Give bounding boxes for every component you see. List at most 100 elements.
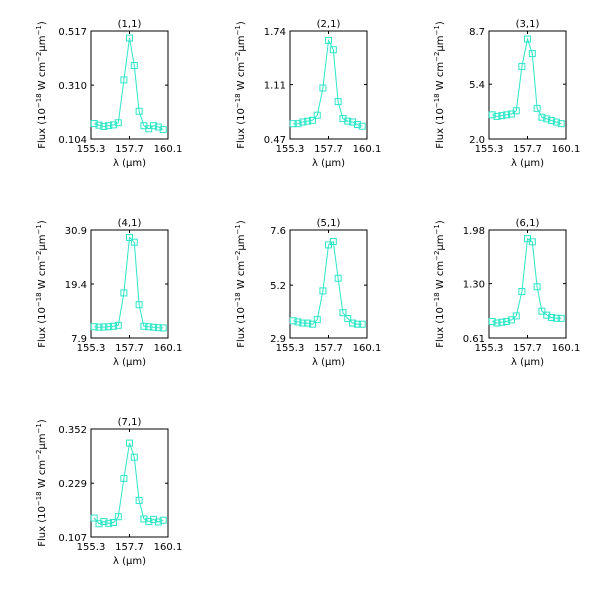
x-axis-label: λ (μm)	[113, 357, 146, 368]
data-point	[95, 121, 103, 129]
y-axis-label: Flux (10−18 W cm−2μm−1)	[234, 21, 247, 149]
data-point	[533, 283, 541, 291]
x-tick-label: 157.7	[314, 144, 343, 155]
y-axis-label-part: )	[37, 21, 48, 25]
data-point	[528, 238, 536, 246]
x-tick-label: 155.3	[77, 542, 106, 553]
data-point	[294, 120, 302, 128]
y-tick-label: 1.98	[463, 226, 485, 237]
data-point	[358, 320, 366, 328]
x-tick-label: 160.1	[154, 542, 183, 553]
data-point	[100, 323, 108, 331]
y-axis-label: Flux (10−18 W cm−2μm−1)	[234, 220, 247, 348]
y-axis-label-part: Flux (10	[435, 108, 446, 149]
panel-title: (4,1)	[118, 218, 142, 229]
x-axis-label: λ (μm)	[312, 357, 345, 368]
data-point	[538, 307, 546, 315]
data-point	[100, 122, 108, 130]
y-axis-label-part: −1	[35, 25, 43, 35]
data-point	[109, 121, 117, 129]
y-axis-label-part: −18	[433, 93, 441, 108]
data-point	[344, 117, 352, 125]
panel-5: (5,1) 155.3 157.7 160.1 2.9 5.2 7.6 λ (μm) Flux …	[234, 218, 381, 368]
y-axis-label-part: −1	[433, 224, 441, 234]
data-point	[105, 323, 113, 331]
panel-title: (5,1)	[317, 218, 341, 229]
x-tick-label: 160.1	[552, 343, 581, 354]
panel-title: (1,1)	[118, 19, 142, 30]
x-tick-label: 160.1	[154, 343, 183, 354]
y-tick-label: 7.6	[270, 226, 286, 237]
data-point	[145, 518, 153, 526]
data-point	[334, 274, 342, 282]
y-axis-label: Flux (10−18 W cm−2μm−1)	[35, 419, 48, 547]
data-point	[512, 107, 520, 115]
y-axis-label-part: Flux (10	[37, 307, 48, 348]
data-point	[353, 121, 361, 129]
x-tick-label: 157.7	[115, 343, 144, 354]
y-axis-label-part: Flux (10	[236, 108, 247, 149]
data-point	[120, 474, 128, 482]
y-axis-label-part: W cm	[236, 62, 247, 93]
data-point	[289, 120, 297, 128]
data-point	[95, 323, 103, 331]
x-tick-label: 160.1	[353, 144, 382, 155]
y-axis-label: Flux (10−18 W cm−2μm−1)	[433, 21, 446, 149]
data-point	[159, 324, 167, 332]
y-axis-label-part: μm	[236, 35, 247, 51]
data-point	[353, 320, 361, 328]
data-point	[503, 317, 511, 325]
y-axis-label-part: −2	[433, 251, 441, 261]
data-point	[507, 316, 515, 324]
series-line	[93, 442, 164, 525]
data-point	[109, 322, 117, 330]
x-axis-label: λ (μm)	[511, 357, 544, 368]
data-point	[308, 116, 316, 124]
y-tick-label: 0.47	[264, 135, 286, 146]
y-tick-label: 1.74	[264, 27, 286, 38]
data-point	[289, 317, 297, 325]
y-tick-label: 0.517	[58, 27, 87, 38]
panel-title: (6,1)	[516, 218, 540, 229]
data-point	[498, 112, 506, 120]
y-tick-label: 1.11	[264, 81, 286, 92]
data-point	[548, 116, 556, 124]
x-tick-label: 155.3	[77, 144, 106, 155]
panel-2: (2,1) 155.3 157.7 160.1 0.47 1.11 1.74 λ (μm) Fl…	[234, 19, 381, 169]
data-point	[528, 50, 536, 58]
data-point	[120, 289, 128, 297]
panel-3: (3,1) 155.3 157.7 160.1 2.0 5.4 8.7 λ (μm) Flux …	[433, 19, 580, 169]
y-axis-label-part: −1	[234, 25, 242, 35]
data-point	[150, 323, 158, 331]
panel-7: (7,1) 155.3 157.7 160.1 0.107 0.229 0.352 λ (μm…	[35, 417, 182, 567]
data-point	[493, 319, 501, 327]
data-point	[518, 287, 526, 295]
y-axis-label-part: −2	[433, 52, 441, 62]
y-axis-label-part: μm	[37, 35, 48, 51]
series-line	[492, 37, 562, 125]
data-point	[304, 319, 312, 327]
data-point	[150, 122, 158, 130]
data-point	[299, 319, 307, 327]
data-point	[548, 314, 556, 322]
data-point	[329, 237, 337, 245]
data-point	[95, 520, 103, 528]
panel-6: (6,1) 155.3 157.7 160.1 0.61 1.30 1.98 λ (μm) Fl…	[433, 218, 580, 368]
y-axis-label-part: −1	[234, 224, 242, 234]
y-axis-label-part: )	[435, 220, 446, 224]
data-point	[105, 122, 113, 130]
y-axis-label: Flux (10−18 W cm−2μm−1)	[433, 220, 446, 348]
data-point	[126, 439, 133, 447]
y-tick-label: 5.4	[469, 80, 485, 91]
data-point	[114, 321, 122, 329]
y-tick-label: 0.229	[58, 479, 87, 490]
panel-title: (7,1)	[118, 417, 142, 428]
data-point	[154, 518, 162, 526]
x-tick-label: 155.3	[475, 144, 504, 155]
y-axis-label-part: −18	[35, 93, 43, 108]
y-axis-label-part: −2	[234, 251, 242, 261]
x-axis-label: λ (μm)	[113, 556, 146, 567]
y-axis-label-part: −18	[433, 292, 441, 307]
data-point	[308, 320, 316, 328]
data-point	[145, 323, 153, 331]
